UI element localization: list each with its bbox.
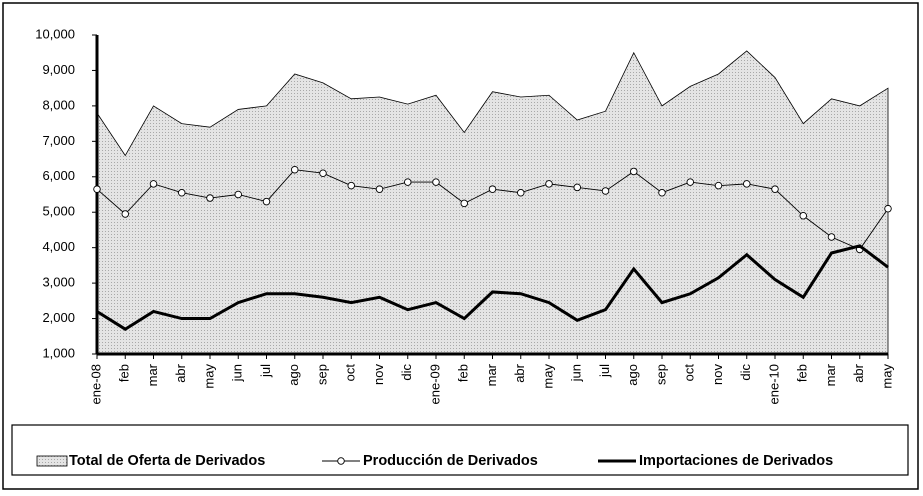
x-tick-label: jul (258, 364, 273, 378)
marker (573, 183, 582, 192)
x-tick-label: ene-09 (427, 364, 442, 404)
x-tick-label: may (540, 364, 555, 389)
x-tick-label: abr (173, 363, 188, 382)
legend-marker (337, 457, 345, 465)
y-tick-label: 7,000 (42, 133, 75, 148)
marker (714, 181, 723, 190)
y-tick-label: 6,000 (42, 168, 75, 183)
x-tick-label: feb (117, 364, 132, 382)
x-tick-label: may (201, 364, 216, 389)
x-tick-label: abr (512, 363, 527, 382)
marker (262, 197, 271, 206)
x-tick-label: dic (738, 364, 753, 381)
marker (460, 199, 469, 208)
y-tick-label: 5,000 (42, 204, 75, 219)
marker (149, 180, 158, 188)
marker (686, 178, 695, 186)
line (96, 244, 889, 331)
legend-label: Importaciones de Derivados (639, 453, 833, 469)
marker (432, 178, 440, 186)
x-tick-label: may (879, 364, 894, 389)
marker (177, 188, 186, 197)
marker (601, 187, 610, 195)
marker (658, 188, 666, 197)
y-tick-label: 10,000 (35, 26, 75, 41)
legend-swatch (36, 455, 68, 467)
x-tick-label: mar (145, 363, 160, 386)
x-tick-label: feb (456, 364, 471, 382)
x-tick-label: sep (314, 364, 329, 385)
y-tick-label: 3,000 (42, 275, 75, 290)
marker (630, 167, 638, 176)
x-tick-label: oct (343, 364, 358, 382)
x-tick-label: dic (399, 364, 414, 381)
marker (347, 181, 356, 190)
marker (545, 180, 553, 188)
legend-box (11, 424, 909, 476)
y-tick-label: 1,000 (42, 345, 75, 360)
marker (121, 210, 129, 218)
x-tick-label: jul (597, 364, 612, 378)
x-tick-label: nov (710, 364, 725, 385)
legend-label: Producción de Derivados (363, 453, 538, 469)
marker (771, 185, 779, 193)
x-tick-label: nov (371, 364, 386, 385)
marker (375, 185, 384, 193)
y-tick-label: 8,000 (42, 97, 75, 112)
x-tick-label: mar (823, 363, 838, 386)
area (96, 50, 889, 355)
marker (884, 204, 892, 213)
x-tick-label: abr (851, 363, 866, 382)
legend-label: Total de Oferta de Derivados (69, 453, 265, 469)
marker (291, 165, 299, 174)
x-tick-label: sep (653, 364, 668, 385)
x-tick-label: feb (795, 364, 810, 382)
marker (743, 180, 751, 188)
x-tick-label: jun (230, 364, 245, 382)
y-tick-label: 4,000 (42, 239, 75, 254)
y-tick-label: 9,000 (42, 62, 75, 77)
marker (799, 212, 808, 220)
x-tick-label: oct (682, 364, 697, 382)
marker (319, 169, 327, 177)
x-tick-label: ago (625, 364, 640, 386)
marker (488, 185, 497, 193)
x-tick-label: ene-10 (766, 364, 781, 404)
x-tick-label: jun (569, 364, 584, 382)
marker (234, 190, 242, 199)
x-tick-label: ene-08 (88, 364, 103, 404)
marker (206, 194, 214, 202)
marker (404, 178, 412, 186)
marker (517, 188, 525, 197)
y-tick-label: 2,000 (42, 310, 75, 325)
marker (827, 233, 836, 241)
x-tick-label: ago (286, 364, 301, 386)
x-tick-label: mar (484, 363, 499, 386)
marker (93, 185, 101, 193)
